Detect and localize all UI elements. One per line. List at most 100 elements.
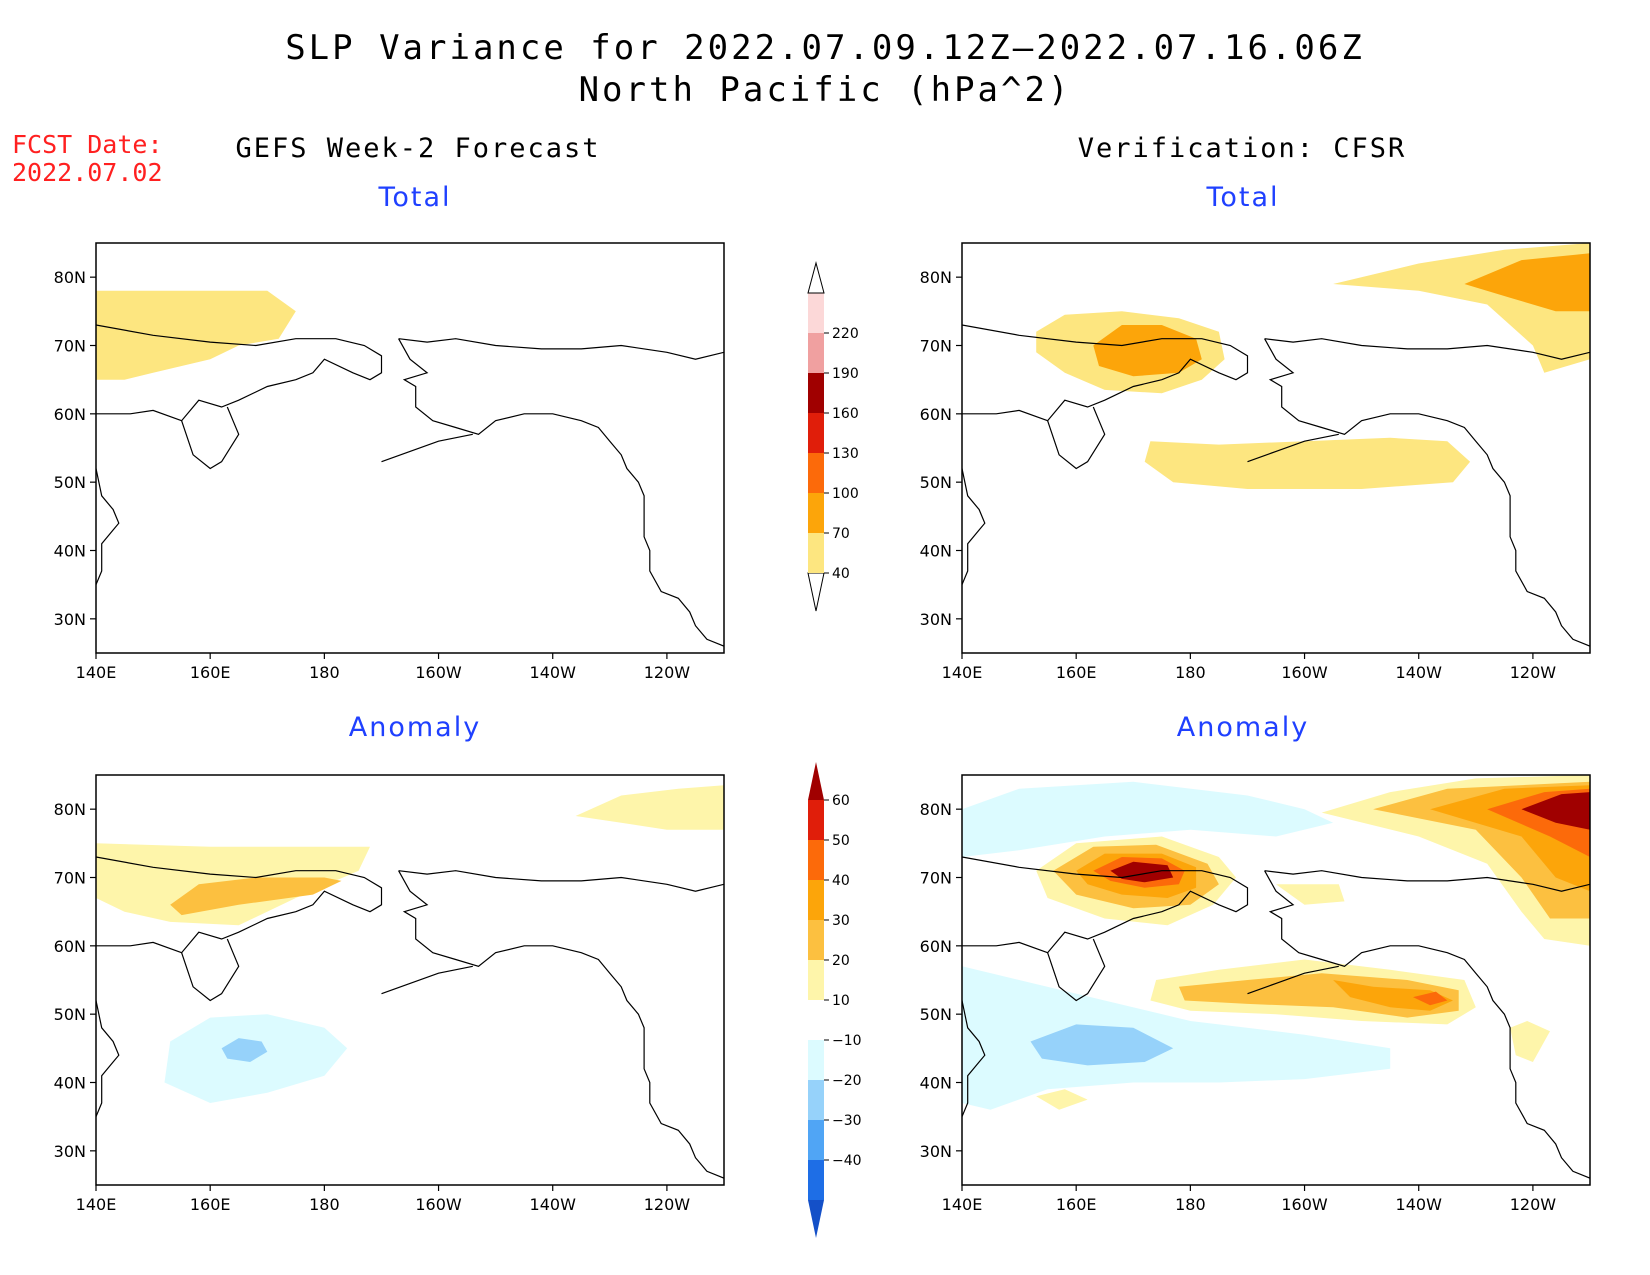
panel-title-verification-anomaly: Anomaly	[1176, 712, 1310, 743]
coastline-layer	[962, 856, 1590, 1179]
colorbar-anomaly-swatch	[808, 800, 824, 840]
coastline	[398, 338, 724, 360]
colorbar-anomaly-label: 50	[832, 833, 850, 849]
coastline	[96, 324, 383, 422]
coastline	[1264, 870, 1590, 1179]
lon-tick-label: 180	[309, 1195, 340, 1214]
anomaly-region-40-50	[1413, 991, 1448, 1006]
lon-tick-label: 160W	[1281, 1195, 1328, 1214]
coastline	[1264, 870, 1590, 892]
panel-title-forecast-total: Total	[378, 182, 452, 213]
anomaly-region-neg10-20	[164, 1014, 348, 1103]
lon-tick-label: 140E	[942, 1195, 983, 1214]
lat-tick-label: 70N	[54, 869, 86, 888]
variance-region-40-70	[1144, 437, 1471, 489]
colorbar-anomaly-upper-arrow	[808, 762, 824, 800]
anomaly-region-neg10-20	[962, 781, 1334, 857]
shading-layer	[962, 775, 1590, 1110]
anomaly-region-10-20	[575, 785, 724, 830]
coastline	[96, 468, 120, 585]
colorbar-total-upper-arrow	[807, 261, 825, 294]
anomaly-region-20-30	[170, 877, 342, 916]
lat-tick-label: 60N	[920, 405, 952, 424]
coastline	[398, 870, 724, 1179]
fcst-date-value: 2022.07.02	[12, 158, 163, 187]
lat-tick-label: 30N	[920, 1142, 952, 1161]
lon-tick-label: 160E	[1056, 663, 1097, 682]
lat-tick-label: 50N	[54, 1005, 86, 1024]
coastline	[181, 938, 240, 1002]
coastline	[1247, 965, 1339, 995]
colorbar-total-swatch	[808, 293, 824, 333]
coastline-layer	[96, 856, 724, 1179]
lon-tick-label: 140W	[530, 1195, 577, 1214]
map-frame	[961, 242, 1591, 654]
lat-tick-label: 80N	[920, 268, 952, 287]
shading-layer	[1036, 243, 1590, 489]
colorbar-total-swatch	[808, 493, 824, 533]
map-panel-forecast-total: 80N 70N 60N 50N 40N 30N 140E 160E 180 160W 140W 120…	[54, 242, 725, 682]
colorbar-anomaly-label: −40	[832, 1153, 862, 1169]
lon-tick-label: 140E	[76, 1195, 117, 1214]
anomaly-region-30-40	[1333, 980, 1453, 1011]
lat-tick-label: 80N	[54, 268, 86, 287]
lon-tick-label: 160E	[1056, 1195, 1097, 1214]
lon-tick-label: 140W	[1396, 1195, 1443, 1214]
lat-tick-label: 80N	[920, 800, 952, 819]
lon-tick-label: 160E	[190, 1195, 231, 1214]
lat-tick-label: 30N	[920, 610, 952, 629]
shading-layer	[96, 785, 724, 1103]
lon-tick-label: 140E	[942, 663, 983, 682]
lat-tick-label: 70N	[920, 869, 952, 888]
lat-tick-label: 40N	[54, 542, 86, 561]
coastline	[381, 433, 473, 463]
colorbar-total: 40 70 100 130 160 190 220	[807, 261, 859, 612]
colorbar-total-label: 100	[832, 486, 859, 502]
shading-layer	[96, 290, 296, 380]
colorbar-total-label: 70	[832, 526, 850, 542]
lat-tick-label: 70N	[54, 337, 86, 356]
map-panel-verification-anomaly: 80N 70N 60N 50N 40N 30N 140E 160E 180 160W 140W 120…	[920, 774, 1591, 1214]
lat-tick-label: 30N	[54, 1142, 86, 1161]
variance-region-70-100	[1464, 253, 1590, 312]
lat-tick-label: 40N	[920, 1074, 952, 1093]
coastline	[381, 965, 473, 995]
anomaly-region-10-20	[1036, 1089, 1088, 1110]
colorbar-anomaly: 60 50 40 30 20 10 −10 −20 −30 −40	[808, 762, 862, 1238]
lat-tick-label: 60N	[920, 937, 952, 956]
lat-tick-label: 50N	[920, 1005, 952, 1024]
coastline	[181, 406, 240, 470]
lat-tick-label: 50N	[54, 473, 86, 492]
lat-tick-label: 30N	[54, 610, 86, 629]
anomaly-region-neg20-30	[1030, 1024, 1174, 1066]
column-heading-verification: Verification: CFSR	[1077, 133, 1407, 164]
coastline	[962, 1000, 986, 1117]
lat-tick-label: 50N	[920, 473, 952, 492]
colorbar-anomaly-label: 30	[832, 913, 850, 929]
coastline-layer	[96, 324, 724, 647]
colorbar-anomaly-swatch	[808, 960, 824, 1000]
lon-tick-label: 140W	[530, 663, 577, 682]
variance-region-40-70	[96, 290, 296, 380]
lat-tick-label: 40N	[920, 542, 952, 561]
colorbar-total-label: 40	[832, 566, 850, 582]
colorbar-anomaly-swatch	[808, 1160, 824, 1200]
colorbar-total-swatch	[808, 333, 824, 373]
colorbar-total-swatch	[808, 453, 824, 493]
colorbar-anomaly-label: −20	[832, 1073, 862, 1089]
anomaly-region-10-20	[1276, 884, 1345, 905]
lon-tick-label: 140E	[76, 663, 117, 682]
lat-tick-label: 60N	[54, 405, 86, 424]
colorbar-anomaly-label: −30	[832, 1113, 862, 1129]
lon-tick-label: 180	[1175, 1195, 1206, 1214]
coastline	[962, 324, 1249, 422]
coastline	[962, 856, 1249, 954]
coastline	[1047, 406, 1106, 470]
lon-tick-label: 180	[309, 663, 340, 682]
colorbar-anomaly-label: 60	[832, 793, 850, 809]
lon-tick-label: 120W	[644, 1195, 691, 1214]
map-frame	[95, 242, 725, 654]
colorbar-anomaly-swatch	[808, 1080, 824, 1120]
coastline	[96, 856, 383, 954]
anomaly-region-neg20-30	[221, 1038, 268, 1062]
